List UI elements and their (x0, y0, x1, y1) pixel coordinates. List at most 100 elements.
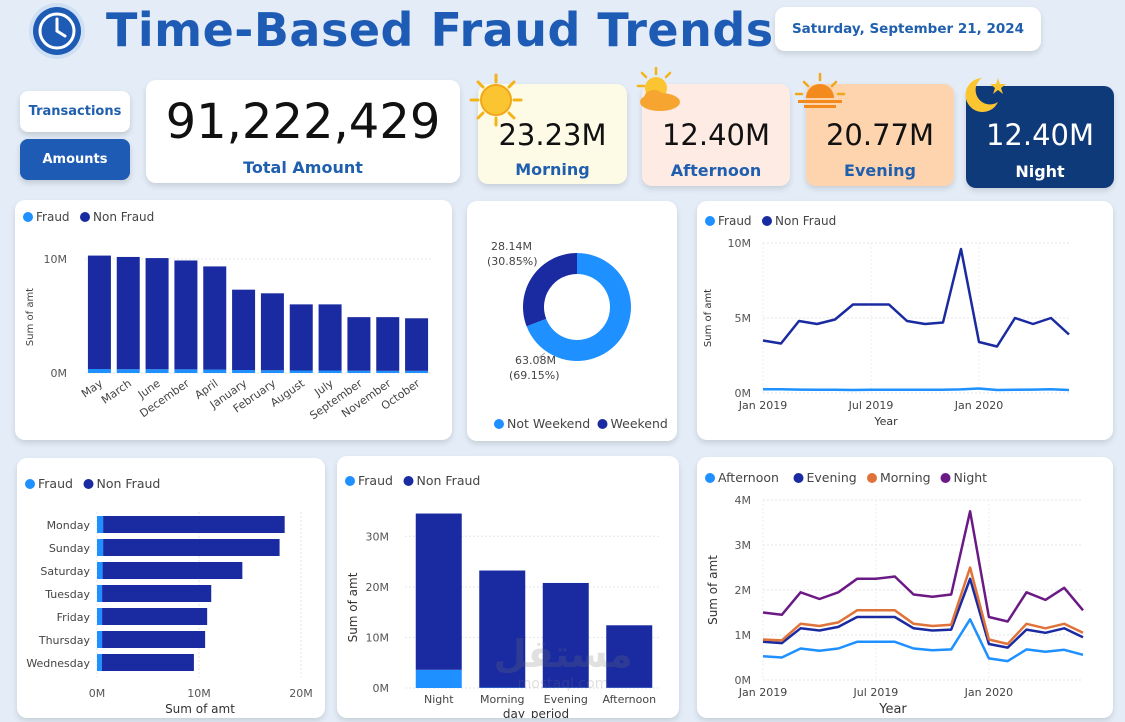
bar-non-fraud (376, 317, 399, 371)
legend-marker (867, 473, 877, 483)
page-title: Time-Based Fraud Trends (106, 2, 774, 58)
series-line-fraud (763, 389, 1069, 391)
bar-non-fraud (261, 293, 284, 370)
morning-label: Morning (478, 160, 627, 179)
x-tick-label: Jul 2019 (848, 399, 894, 412)
y-tick-label: Thursday (38, 634, 91, 647)
transactions-button[interactable]: Transactions (20, 91, 130, 132)
bar-fraud (376, 371, 399, 373)
legend-label: Night (954, 470, 988, 485)
moon-stars-icon (960, 72, 1012, 120)
night-card: 12.40M Night (966, 86, 1114, 188)
bar-fraud (88, 369, 111, 373)
x-tick-label: March (99, 377, 134, 407)
bar-non-fraud (102, 654, 194, 671)
x-tick-label: Morning (480, 693, 525, 706)
legend-marker (598, 419, 608, 429)
slice-pct-label: (30.85%) (487, 255, 538, 268)
evening-card: 20.77M Evening (806, 84, 954, 186)
y-tick-label: 10M (728, 237, 752, 250)
x-axis-label: Year (873, 415, 898, 428)
slice-value-label: 28.14M (491, 240, 532, 253)
bar-non-fraud (479, 571, 525, 688)
bar-fraud (416, 670, 462, 688)
y-tick-label: 20M (366, 581, 390, 594)
bar-fraud (97, 516, 103, 533)
night-label: Night (966, 162, 1114, 181)
x-axis-label: Year (878, 702, 907, 717)
legend-label: Non Fraud (417, 473, 481, 488)
series-line-non-fraud (763, 249, 1069, 347)
bar-fraud (146, 369, 169, 373)
bar-fraud (290, 370, 313, 373)
x-tick-label: 0M (89, 687, 106, 700)
sunset-icon (790, 72, 850, 112)
sun-cloud-icon (632, 66, 686, 120)
y-tick-label: Tuesday (44, 588, 90, 601)
bar-non-fraud (117, 257, 140, 369)
bar-non-fraud (102, 585, 211, 602)
y-tick-label: 2M (735, 584, 752, 597)
legend-marker (762, 216, 772, 226)
bar-non-fraud (146, 258, 169, 369)
legend-label: Morning (880, 470, 931, 485)
x-tick-label: Afternoon (602, 693, 656, 706)
y-tick-label: Monday (47, 519, 91, 532)
bar-fraud (405, 371, 428, 373)
y-tick-label: 30M (366, 530, 390, 543)
y-axis-label: Sum of amt (25, 288, 36, 346)
x-tick-label: Jan 2020 (954, 399, 1003, 412)
bar-fraud (117, 369, 140, 373)
bar-non-fraud (606, 625, 652, 687)
legend-marker (494, 419, 504, 429)
legend-marker (84, 479, 94, 489)
bar-non-fraud (103, 516, 285, 533)
transactions-button-label: Transactions (29, 104, 122, 119)
legend-label: Non Fraud (97, 476, 161, 491)
legend-label: Fraud (718, 214, 752, 228)
x-tick-label: Jan 2019 (738, 399, 787, 412)
afternoon-card: 12.40M Afternoon (642, 84, 790, 186)
bar-fraud (97, 608, 102, 625)
bar-non-fraud (416, 514, 462, 670)
total-amount-label: Total Amount (146, 158, 460, 177)
bar-fraud (261, 370, 284, 373)
legend-label: Weekend (611, 416, 668, 431)
bar-non-fraud (102, 631, 205, 648)
bar-non-fraud (543, 583, 589, 688)
y-tick-label: 10M (366, 631, 390, 644)
legend-marker (794, 473, 804, 483)
amounts-button[interactable]: Amounts (20, 139, 130, 180)
night-value: 12.40M (966, 118, 1114, 152)
amounts-button-label: Amounts (43, 152, 108, 167)
legend-marker (404, 476, 414, 486)
x-tick-label: August (268, 376, 308, 409)
y-tick-label: 1M (735, 629, 752, 642)
legend-label: Fraud (358, 473, 393, 488)
clock-icon (28, 2, 86, 60)
total-amount-value: 91,222,429 (146, 94, 460, 150)
clock-logo (28, 2, 86, 60)
y-tick-label: 4M (735, 494, 752, 507)
bar-non-fraud (103, 539, 279, 556)
y-axis-label: Sum of amt (703, 289, 714, 347)
x-tick-label: 10M (187, 687, 211, 700)
x-tick-label: 20M (289, 687, 313, 700)
bar-non-fraud (319, 304, 342, 370)
y-axis-label: Sum of amt (346, 572, 360, 642)
x-tick-label: Jan 2019 (738, 686, 787, 699)
morning-value: 23.23M (478, 118, 627, 152)
bar-fraud (203, 370, 226, 373)
x-tick-label: Jan 2020 (964, 686, 1013, 699)
y-tick-label: 3M (735, 539, 752, 552)
y-tick-label: Sunday (49, 542, 91, 555)
slice-pct-label: (69.15%) (509, 369, 560, 382)
afternoon-value: 12.40M (642, 118, 790, 152)
